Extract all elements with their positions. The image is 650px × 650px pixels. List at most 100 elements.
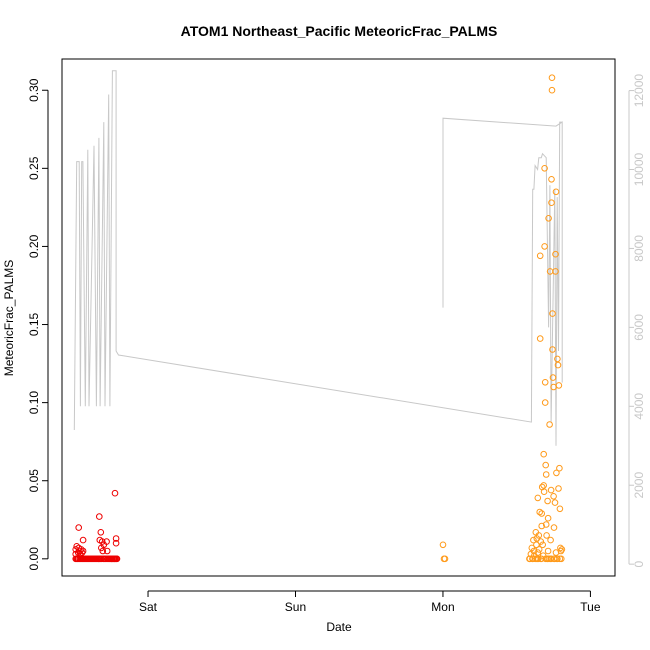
data-point	[555, 382, 563, 389]
data-point	[75, 524, 82, 531]
data-point	[552, 268, 559, 275]
data-point	[112, 539, 120, 547]
plot-area	[72, 70, 566, 563]
y-axis-label: MeteoricFrac_PALMS	[2, 260, 16, 376]
y2-tick-label: 10000	[632, 152, 646, 186]
data-point	[529, 555, 537, 563]
data-point	[79, 547, 87, 555]
data-point	[544, 547, 552, 555]
data-point	[544, 497, 551, 505]
data-point	[548, 176, 555, 183]
data-point	[98, 538, 106, 545]
data-point	[556, 464, 563, 472]
data-point	[549, 310, 556, 317]
data-point	[554, 361, 562, 369]
data-point	[546, 421, 553, 428]
data-point	[540, 450, 548, 458]
data-point	[441, 555, 449, 563]
data-point	[113, 555, 121, 563]
data-point	[555, 485, 562, 492]
y2-tick-label: 4000	[632, 393, 646, 420]
data-point	[77, 546, 85, 553]
data-point	[526, 555, 534, 563]
x-tick-label: Mon	[431, 600, 454, 614]
data-point	[536, 508, 544, 516]
y2-tick-label: 6000	[632, 314, 646, 341]
data-point	[557, 547, 565, 555]
data-point	[537, 538, 545, 545]
data-point	[554, 555, 561, 563]
data-point	[558, 546, 566, 553]
y2-tick-label: 2000	[632, 472, 646, 499]
data-point	[553, 469, 560, 477]
data-point	[542, 461, 550, 469]
data-point	[78, 549, 86, 556]
data-point	[538, 522, 546, 530]
data-point	[547, 555, 554, 563]
data-point	[541, 165, 548, 172]
data-point	[542, 471, 550, 478]
y-tick-label: 0.15	[27, 312, 41, 336]
data-point	[550, 524, 558, 531]
data-point	[550, 493, 557, 500]
y2-tick-label: 8000	[632, 235, 646, 262]
data-point	[534, 494, 542, 502]
data-point	[542, 555, 550, 563]
data-point	[552, 188, 560, 196]
data-point	[79, 536, 87, 544]
data-point	[112, 535, 120, 542]
data-point	[439, 541, 447, 549]
x-tick-label: Tue	[580, 600, 601, 614]
plot-frame	[61, 58, 616, 577]
data-point	[549, 374, 557, 381]
data-point	[540, 488, 548, 496]
data-point	[103, 538, 110, 545]
data-point	[536, 335, 544, 342]
data-point	[545, 215, 552, 222]
data-point	[540, 482, 548, 489]
data-point	[539, 541, 547, 549]
y2-tick-label: 12000	[632, 74, 646, 108]
data-point	[96, 513, 103, 520]
data-point	[548, 199, 555, 206]
y-tick-label: 0.20	[27, 234, 41, 258]
data-point	[541, 379, 549, 386]
data-point	[541, 243, 548, 250]
data-point	[103, 547, 111, 555]
data-point	[548, 86, 556, 94]
secondary-series-line	[73, 70, 563, 446]
data-point	[535, 532, 543, 539]
data-point	[541, 399, 549, 406]
y2-tick-label: 0	[632, 561, 646, 568]
data-point	[543, 532, 550, 539]
data-point	[544, 514, 552, 522]
data-point	[552, 250, 559, 258]
data-point	[544, 555, 551, 563]
data-point	[538, 510, 546, 517]
data-point	[535, 546, 543, 553]
data-point	[554, 355, 561, 363]
data-point	[111, 489, 119, 497]
data-point	[530, 536, 537, 544]
data-point	[97, 529, 105, 536]
data-point	[556, 505, 564, 513]
data-point	[533, 541, 540, 549]
data-point	[556, 555, 564, 563]
data-point	[536, 252, 544, 260]
data-point	[547, 536, 554, 544]
data-point	[99, 547, 107, 555]
data-point	[548, 74, 556, 81]
y-tick-label: 0.05	[27, 469, 41, 493]
data-point	[537, 555, 545, 563]
data-point	[542, 521, 550, 528]
x-tick-label: Sat	[139, 600, 158, 614]
data-point	[547, 486, 555, 494]
axes: Sat Sun Mon Tue 0.00 0.05 0.10 0.15 0.20 0.25 0.30…	[27, 74, 646, 614]
y-tick-label: 0.30	[27, 78, 41, 102]
y-tick-label: 0.25	[27, 156, 41, 180]
chart-title: ATOM1 Northeast_Pacific MeteoricFrac_PAL…	[181, 23, 498, 39]
data-point	[557, 544, 564, 552]
x-axis-label: Date	[326, 620, 352, 634]
y-tick-label: 0.00	[27, 547, 41, 571]
